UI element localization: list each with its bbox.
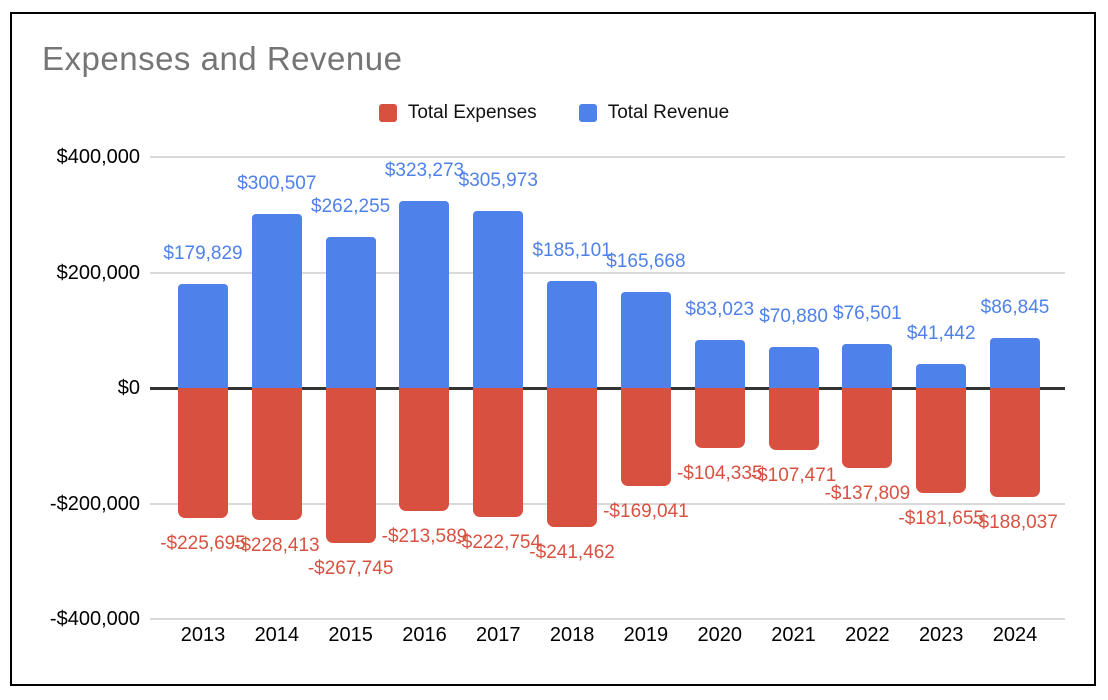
zero-axis-line [150, 386, 1065, 390]
bar-total-revenue-2014[interactable] [251, 214, 302, 388]
x-axis-label-2017: 2017 [476, 624, 521, 646]
bar-total-revenue-2022[interactable] [842, 343, 893, 388]
bar-label-total-expenses-2018: -$241,462 [529, 542, 615, 564]
x-axis-label-2015: 2015 [328, 624, 373, 646]
x-axis-label-2018: 2018 [549, 624, 595, 646]
bar-label-total-expenses-2024: -$188,037 [972, 511, 1058, 533]
bar-label-total-expenses-2014: -$228,413 [234, 534, 320, 556]
legend-item-total-expenses[interactable]: Total Expenses [378, 102, 537, 124]
bar-label-total-revenue-2023: $41,442 [906, 323, 976, 345]
x-axis-label-2014: 2014 [254, 624, 300, 646]
bar-label-total-revenue-2015: $262,255 [311, 195, 391, 217]
bar-label-total-expenses-2016: -$213,589 [381, 526, 468, 548]
x-axis-label-2020: 2020 [697, 624, 742, 646]
bar-label-total-expenses-2017: -$222,754 [455, 531, 542, 553]
chart-legend: Total Expenses Total Revenue [0, 102, 1108, 124]
bar-label-total-revenue-2018: $185,101 [532, 240, 612, 262]
bar-total-expenses-2019[interactable] [620, 388, 671, 486]
y-axis-tick--400000: -$400,000 [49, 608, 140, 630]
bar-total-revenue-2017[interactable] [473, 211, 524, 388]
y-axis-tick-0: $0 [117, 377, 140, 399]
bar-label-total-expenses-2021: -$107,471 [750, 465, 837, 487]
bar-total-expenses-2016[interactable] [399, 388, 450, 512]
bar-label-total-expenses-2022: -$137,809 [824, 482, 911, 504]
bar-total-expenses-2023[interactable] [916, 388, 967, 493]
bar-label-total-revenue-2013: $179,829 [163, 243, 243, 265]
gridline-200000 [150, 271, 1065, 274]
bar-total-expenses-2017[interactable] [473, 388, 524, 517]
bar-label-total-expenses-2015: -$267,745 [307, 557, 394, 579]
bar-label-total-revenue-2024: $86,845 [980, 296, 1050, 318]
bar-label-total-revenue-2021: $70,880 [759, 306, 828, 328]
gridline--200000 [150, 502, 1065, 505]
y-axis-tick-400000: $400,000 [56, 146, 140, 168]
bar-label-total-expenses-2019: -$169,041 [603, 500, 689, 522]
bar-label-total-revenue-2020: $83,023 [685, 299, 755, 321]
bar-label-total-revenue-2014: $300,507 [237, 173, 317, 195]
bar-total-revenue-2015[interactable] [325, 236, 376, 388]
bar-label-total-expenses-2013: -$225,695 [160, 533, 246, 555]
bar-label-total-revenue-2019: $165,668 [606, 251, 686, 273]
y-axis-tick-200000: $200,000 [56, 261, 140, 284]
bar-total-expenses-2024[interactable] [990, 388, 1041, 497]
y-axis-tick--200000: -$200,000 [49, 492, 140, 515]
gridline-400000 [150, 156, 1065, 158]
gridline--400000 [150, 618, 1065, 620]
bar-label-total-expenses-2020: -$104,335 [676, 463, 763, 485]
bar-total-revenue-2016[interactable] [399, 201, 450, 388]
x-axis-label-2021: 2021 [771, 624, 816, 646]
bar-label-total-revenue-2017: $305,973 [458, 170, 538, 192]
bar-label-total-revenue-2016: $323,273 [384, 160, 465, 182]
x-axis-label-2023: 2023 [918, 624, 964, 646]
bar-label-total-revenue-2022: $76,501 [833, 302, 902, 324]
bar-total-revenue-2021[interactable] [768, 347, 819, 388]
legend-swatch-total-expenses [378, 104, 397, 122]
bar-total-revenue-2020[interactable] [694, 340, 745, 388]
bar-total-expenses-2020[interactable] [694, 388, 745, 449]
x-axis-label-2022: 2022 [845, 624, 890, 646]
plot-area[interactable]: -$225,695 $179,829 2013 -$228,413 $300,507 20… [150, 140, 1065, 646]
bar-total-expenses-2014[interactable] [251, 388, 302, 520]
x-axis-label-2019: 2019 [623, 624, 669, 646]
legend-label-total-expenses: Total Expenses [407, 102, 537, 123]
bar-total-revenue-2024[interactable] [990, 337, 1041, 388]
bar-total-revenue-2019[interactable] [620, 292, 671, 388]
x-axis-label-2024: 2024 [992, 624, 1038, 646]
legend-item-total-revenue[interactable]: Total Revenue [578, 102, 730, 124]
legend-label-total-revenue: Total Revenue [607, 102, 730, 123]
x-axis-label-2013: 2013 [180, 624, 226, 646]
bar-total-revenue-2018[interactable] [547, 281, 598, 388]
bar-total-revenue-2023[interactable] [916, 364, 967, 388]
bar-total-expenses-2022[interactable] [842, 388, 893, 468]
bar-total-expenses-2021[interactable] [768, 388, 819, 451]
bar-total-revenue-2013[interactable] [178, 284, 228, 388]
chart-title: Expenses and Revenue [42, 40, 403, 77]
bar-total-expenses-2013[interactable] [178, 388, 228, 519]
bar-total-expenses-2018[interactable] [547, 388, 598, 528]
bar-total-expenses-2015[interactable] [325, 388, 376, 543]
x-axis-label-2016: 2016 [402, 624, 447, 646]
legend-swatch-total-revenue [578, 104, 597, 122]
bar-label-total-expenses-2023: -$181,655 [898, 507, 984, 529]
